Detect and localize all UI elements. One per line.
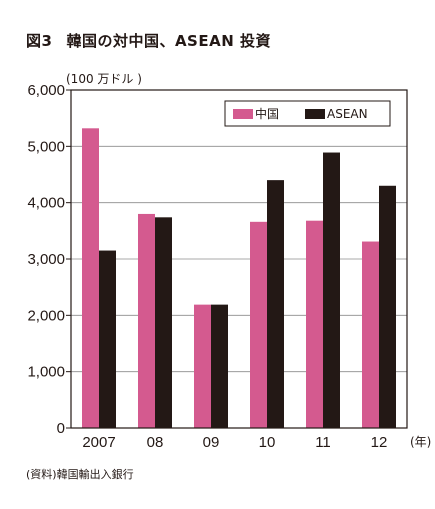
bar-asean bbox=[267, 180, 284, 428]
y-tick-label: 3,000 bbox=[27, 251, 65, 268]
figure-number: 図3 bbox=[26, 32, 53, 50]
x-tick-label: 09 bbox=[203, 434, 220, 451]
bar-china bbox=[362, 241, 379, 428]
bar-china bbox=[306, 220, 323, 428]
y-tick-label: 2,000 bbox=[27, 307, 65, 324]
x-axis-unit-label: (年) bbox=[410, 435, 431, 449]
legend-swatch-china bbox=[233, 109, 253, 119]
y-tick-label: 6,000 bbox=[27, 82, 65, 99]
x-tick-label: 2007 bbox=[82, 434, 115, 451]
y-axis-unit-label: (100 万ドル ) bbox=[66, 72, 142, 86]
y-tick-label: 5,000 bbox=[27, 138, 65, 155]
bar-asean bbox=[323, 152, 340, 428]
bar-china bbox=[138, 213, 155, 428]
figure-title-text: 韓国の対中国、ASEAN 投資 bbox=[66, 32, 271, 50]
figure-title: 図3 韓国の対中国、ASEAN 投資 bbox=[26, 30, 271, 51]
x-tick-label: 10 bbox=[259, 434, 276, 451]
x-tick-label: 11 bbox=[315, 434, 331, 451]
legend-swatch-asean bbox=[305, 109, 325, 119]
bar-china bbox=[82, 128, 99, 428]
y-tick-label: 0 bbox=[57, 420, 65, 437]
bar-asean bbox=[155, 217, 172, 428]
y-tick-label: 4,000 bbox=[27, 195, 65, 212]
bar-asean bbox=[379, 185, 396, 428]
source-note: (資料)韓国輸出入銀行 bbox=[26, 468, 134, 481]
bar-china bbox=[250, 221, 267, 428]
legend-label: ASEAN bbox=[327, 107, 368, 121]
x-tick-label: 08 bbox=[147, 434, 164, 451]
plot-frame bbox=[70, 89, 408, 429]
y-tick-label: 1,000 bbox=[27, 364, 65, 381]
bar-asean bbox=[211, 304, 228, 428]
bar-asean bbox=[99, 250, 116, 428]
legend-label: 中国 bbox=[255, 106, 279, 121]
x-tick-label: 12 bbox=[371, 434, 388, 451]
bar-china bbox=[194, 304, 211, 428]
